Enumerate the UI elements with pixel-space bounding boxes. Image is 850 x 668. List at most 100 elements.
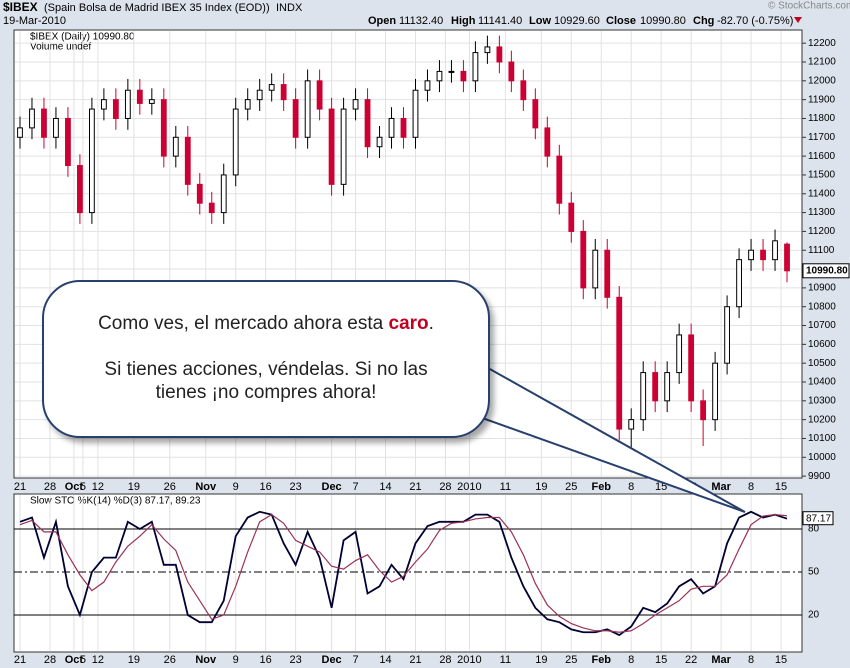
x-tick-label: Dec xyxy=(322,481,342,493)
candle-body xyxy=(220,174,227,214)
candle-body xyxy=(424,80,431,91)
low-label: Low xyxy=(529,15,551,27)
y-tick-label: 20 xyxy=(808,610,820,621)
callout-text: Como ves, el mercado ahora esta xyxy=(98,313,389,334)
x-tick-label: 15 xyxy=(775,654,787,666)
volume-legend: Volume undef xyxy=(30,42,91,53)
credit: © StockCharts.com xyxy=(768,1,850,12)
x-tick-label: 19 xyxy=(535,654,547,666)
y-tick-label: 11100 xyxy=(808,245,835,256)
x-tick-label: 28 xyxy=(439,654,451,666)
sto-line xyxy=(19,510,788,637)
candle-body xyxy=(748,249,754,261)
candle-body xyxy=(736,259,742,308)
candle-body xyxy=(292,99,299,138)
x-tick-label: Dec xyxy=(322,654,342,666)
x-tick-label: 23 xyxy=(290,654,302,666)
candle-body xyxy=(616,296,623,430)
candle-body xyxy=(172,136,179,157)
x-tick-label: 8 xyxy=(748,481,754,493)
candle-body xyxy=(712,362,719,421)
x-tick-label: Oct xyxy=(65,481,84,493)
x-tick-label: 7 xyxy=(353,654,359,666)
x-tick-label: 21 xyxy=(409,481,421,493)
x-tick-label: 21 xyxy=(409,654,421,666)
chg-label: Chg xyxy=(693,15,714,27)
x-tick-label: 11 xyxy=(500,481,511,493)
candle-body xyxy=(484,46,491,54)
candle-body xyxy=(760,249,766,261)
candle-body xyxy=(640,372,647,421)
symbol-name: (Spain Bolsa de Madrid IBEX 35 Index (EO… xyxy=(44,2,270,14)
candle-body xyxy=(664,372,671,402)
candle-body xyxy=(724,306,730,364)
y-tick-label: 10500 xyxy=(808,358,836,369)
open-label: Open xyxy=(368,15,396,27)
symbol: $IBEX xyxy=(3,0,38,14)
x-tick-label: 19 xyxy=(128,654,140,666)
x-tick-label: 8 xyxy=(628,481,634,493)
price-marker-label: 10990.80 xyxy=(806,265,848,276)
x-tick-label: Mar xyxy=(711,654,731,666)
callout-line2: Si tienes acciones, véndelas. Si no las … xyxy=(104,359,428,403)
x-tick-label: Mar xyxy=(711,481,731,493)
callout: Como ves, el mercado ahora esta caro. Si… xyxy=(42,280,490,438)
price-marker xyxy=(802,263,850,279)
close-label: Close xyxy=(606,15,636,27)
candle-body xyxy=(496,46,503,63)
candle-body xyxy=(568,202,575,232)
callout-line1: Como ves, el mercado ahora esta caro. xyxy=(84,312,448,335)
x-tick-label: 21 xyxy=(14,654,26,666)
x-tick-label: 25 xyxy=(565,654,577,666)
candle-body xyxy=(100,99,107,110)
candle-body xyxy=(508,61,515,82)
value-marker xyxy=(802,511,834,526)
x-tick-label: 11 xyxy=(500,654,511,666)
candle-body xyxy=(65,117,71,167)
y-tick-label: 11600 xyxy=(808,151,836,162)
candle-body xyxy=(41,108,47,138)
candle-body xyxy=(244,99,251,110)
close: 10990.80 xyxy=(640,15,686,27)
y-tick-label: 9900 xyxy=(808,471,831,482)
candle-body xyxy=(652,372,659,402)
x-tick-label: 28 xyxy=(439,481,451,493)
exchange: INDX xyxy=(276,2,303,14)
x-tick-label: 19 xyxy=(535,481,547,493)
y-tick-label: 11400 xyxy=(808,188,836,199)
sto-panel xyxy=(13,493,803,653)
y-tick-label: 10400 xyxy=(808,377,836,388)
x-tick-label: 2010 xyxy=(457,654,481,666)
candle-body xyxy=(532,99,539,129)
candle-body xyxy=(89,108,95,214)
y-tick-label: 10300 xyxy=(808,395,836,406)
y-tick-label: 12100 xyxy=(808,57,836,68)
candle-body xyxy=(400,117,407,138)
x-tick-label: 25 xyxy=(565,481,577,493)
candle-body xyxy=(17,127,23,138)
candle-body xyxy=(352,99,359,110)
x-tick-label: Nov xyxy=(195,481,217,493)
callout-text: . xyxy=(428,313,434,334)
candle-body xyxy=(124,89,131,119)
x-tick-label: 9 xyxy=(233,654,239,666)
candle-body xyxy=(268,84,275,91)
candle-body xyxy=(700,400,707,421)
candle-body xyxy=(388,117,395,138)
x-tick-label: 28 xyxy=(44,654,56,666)
candle-body xyxy=(53,117,59,138)
y-tick-label: 11500 xyxy=(808,170,836,181)
open: 11132.40 xyxy=(399,15,443,27)
x-tick-label: 8 xyxy=(748,654,754,666)
candle-body xyxy=(77,165,83,214)
x-tick-label: 26 xyxy=(164,654,176,666)
candle-body xyxy=(544,127,551,157)
x-tick-label: 12 xyxy=(92,481,104,493)
y-tick-label: 11800 xyxy=(808,113,836,124)
candle-body xyxy=(448,70,455,73)
chg: -82.70 (-0.75%) xyxy=(717,15,793,27)
candle-body xyxy=(232,108,239,176)
y-tick-label: 10900 xyxy=(808,283,836,294)
